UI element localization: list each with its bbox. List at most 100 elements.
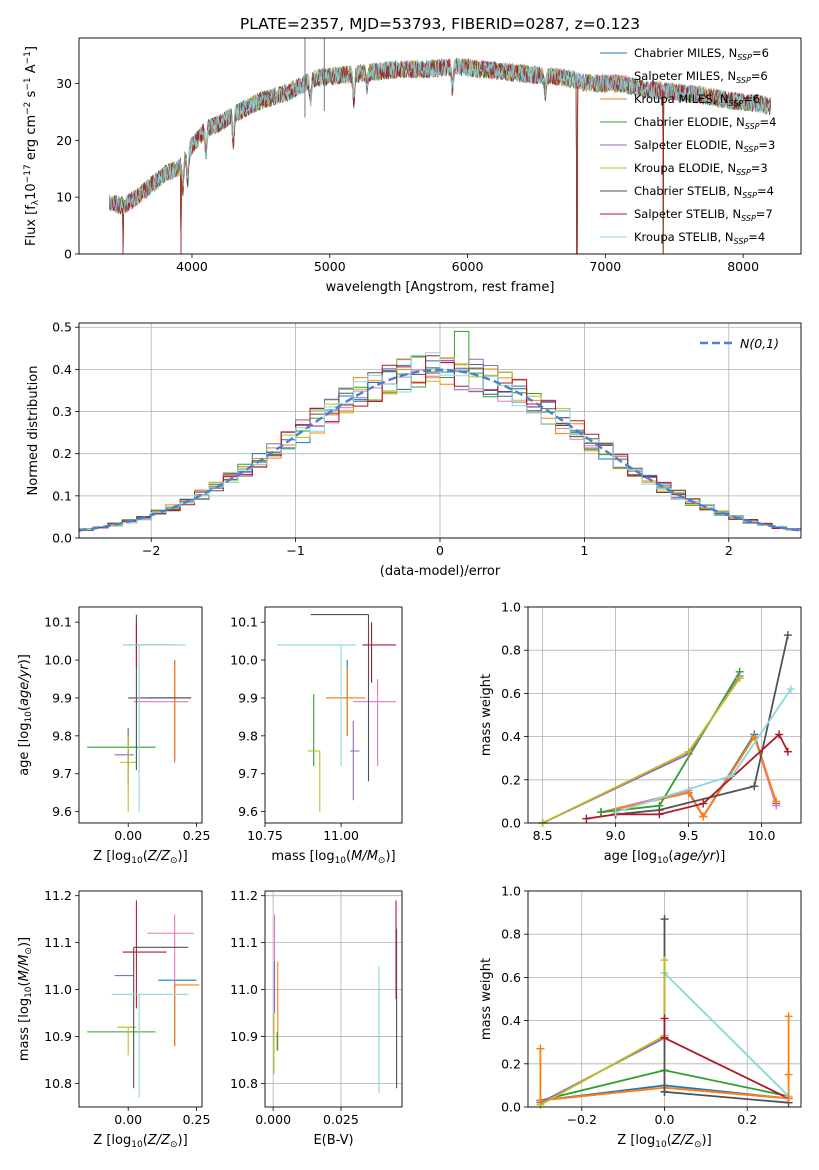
histogram-lines (79, 330, 801, 533)
errorbars-age_vs_mass (277, 614, 396, 812)
x-tick-label: 6000 (452, 259, 484, 274)
label-span: =4 (757, 184, 774, 198)
y-axis-label: mass [log10(M/M⊙)] (17, 937, 34, 1061)
label-span: ⊙ (378, 856, 386, 866)
weight-series (664, 1091, 789, 1104)
y-tick-label: 0.0 (501, 1100, 521, 1115)
label-span: Z [ (93, 1133, 111, 1148)
label-span: ( (143, 849, 148, 864)
label-span: )] (178, 849, 188, 864)
label-span: Salpeter STELIB, N (634, 207, 741, 221)
y-tick-label: 0.6 (501, 970, 521, 985)
label-span: Kroupa MILES, N (634, 92, 729, 106)
x-tick-label: 8.5 (533, 828, 553, 843)
spectrum-line (108, 58, 772, 254)
y-tick-label: 1.0 (501, 600, 521, 615)
x-tick-label: 2 (725, 543, 733, 558)
label-span: 10 (657, 856, 669, 866)
label-span: SSP (736, 76, 751, 85)
y-tick-label: 11.2 (230, 888, 258, 903)
label-span: SSP (729, 99, 744, 108)
label-span: )] (385, 849, 395, 864)
label-span: =6 (751, 69, 768, 83)
legend-label: N(0,1) (740, 336, 779, 351)
axes-spectrum: 4000 5000 6000 7000 8000 0 10 20 30 (56, 76, 759, 274)
x-axis-label: Z [log10(Z/Z⊙)] (93, 1133, 187, 1150)
y-tick-label: 10.1 (230, 615, 258, 630)
label-span: )] (17, 937, 32, 947)
y-tick-label: 0.8 (501, 643, 521, 658)
label-span: =3 (751, 161, 768, 175)
label-span: ( (667, 1133, 672, 1148)
label-span: 10 (24, 183, 39, 200)
label-span: 10 (131, 856, 143, 866)
y-tick-label: 11.1 (230, 935, 258, 950)
label-span: age/yr (673, 849, 716, 864)
label-span: log (111, 849, 131, 864)
weight-series (542, 675, 741, 824)
y-tick-label: 0.4 (52, 362, 72, 377)
label-span: =4 (748, 230, 765, 244)
y-axis-label: Flux [fλ10−17 erg cm−2 s−1 A−1] (23, 46, 41, 246)
label-span: A (24, 64, 39, 77)
x-axis-label: (data-model)/error (380, 564, 501, 579)
x-tick-label: −2 (142, 543, 160, 558)
label-span: ( (346, 849, 351, 864)
weight-series (664, 1037, 789, 1100)
label-span: ( (17, 981, 32, 986)
y-axis-label: age [log10(age/yr)] (17, 654, 34, 776)
legend-label: Chabrier ELODIE, NSSP=4 (634, 115, 776, 131)
label-span: ( (668, 849, 673, 864)
weight-series (539, 1034, 665, 1106)
x-tick-label: 11.00 (323, 828, 359, 843)
label-span: 10 (131, 1140, 143, 1150)
x-tick-label: 1 (580, 543, 588, 558)
label-span: SSP (736, 168, 751, 177)
label-span: Z/Z (147, 1133, 171, 1148)
label-span: ⊙ (170, 856, 178, 866)
label-span: −1 (23, 77, 33, 90)
legend-label: Salpeter STELIB, NSSP=7 (634, 207, 773, 223)
x-tick-label: 9.0 (606, 828, 626, 843)
axes-mass_vs_Z: 0.00 0.25 10.8 10.9 11.0 11.1 11.2 (44, 888, 210, 1127)
x-tick-label: 10.75 (247, 828, 283, 843)
x-axis-label: E(B-V) (313, 1133, 353, 1148)
x-axis-label: wavelength [Angstrom, rest frame] (326, 280, 555, 295)
errorbars-mass_vs_EBV (273, 900, 398, 1093)
x-tick-label: 0 (436, 543, 444, 558)
label-span: =4 (760, 115, 777, 129)
label-span: 10 (24, 986, 34, 998)
y-tick-label: 9.8 (238, 728, 258, 743)
legend-label: Salpeter ELODIE, NSSP=3 (634, 138, 775, 154)
weight-series (542, 677, 741, 824)
weight-lines-weight_vs_age (538, 631, 795, 827)
x-axis-label: age [log10(age/yr)] (604, 849, 726, 866)
y-tick-label: 11.1 (44, 935, 72, 950)
axes-frame (527, 606, 802, 824)
x-tick-label: 0.2 (737, 1112, 757, 1127)
x-tick-label: 10.0 (748, 828, 776, 843)
label-span: SSP (745, 122, 760, 131)
x-tick-label: −1 (286, 543, 304, 558)
label-span: erg cm (24, 115, 39, 164)
y-tick-label: 1.0 (501, 884, 521, 899)
weight-series (615, 688, 792, 814)
y-tick-label: 20 (56, 133, 72, 148)
axes-frame (527, 890, 802, 1108)
label-span: age [ (17, 742, 32, 775)
label-span: SSP (742, 191, 757, 200)
label-span: Chabrier ELODIE, N (634, 115, 745, 129)
legend-label: Kroupa MILES, NSSP=6 (634, 92, 760, 108)
label-span: SSP (734, 237, 749, 246)
label-span: log (17, 723, 32, 743)
label-span: Salpeter ELODIE, N (634, 138, 744, 152)
y-tick-label: 9.6 (52, 804, 72, 819)
label-span: )] (17, 654, 32, 664)
axes-frame (78, 890, 203, 1108)
y-tick-label: 10 (56, 190, 72, 205)
errorbars-age_vs_Z (87, 614, 192, 812)
y-tick-label: 0.4 (501, 729, 521, 744)
